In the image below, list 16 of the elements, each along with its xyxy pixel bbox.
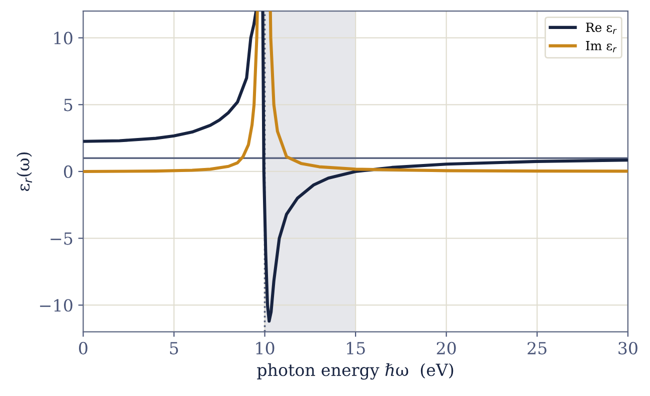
legend-label: Im ε$_{r}$ <box>586 41 617 52</box>
y-tick-label: −5 <box>50 232 72 245</box>
x-tick-label: 30 <box>618 342 638 354</box>
x-tick-label: 25 <box>528 342 546 354</box>
x-tick-label: 20 <box>436 342 456 354</box>
x-axis-title: photon energy ℏω (eV) <box>257 363 454 380</box>
y-axis-title: ε$_{r}$(ω) <box>16 152 32 191</box>
y-tick-label: 5 <box>64 98 72 112</box>
y-tick-label: 10 <box>54 32 72 44</box>
legend-label: Re ε$_{r}$ <box>586 22 617 34</box>
y-tick-label: 0 <box>64 165 72 178</box>
x-tick-label: 15 <box>346 342 365 354</box>
x-tick-label: 0 <box>78 342 88 354</box>
x-tick-label: 10 <box>256 342 274 354</box>
x-tick-label: 5 <box>170 342 178 354</box>
y-tick-label: −10 <box>40 299 72 312</box>
